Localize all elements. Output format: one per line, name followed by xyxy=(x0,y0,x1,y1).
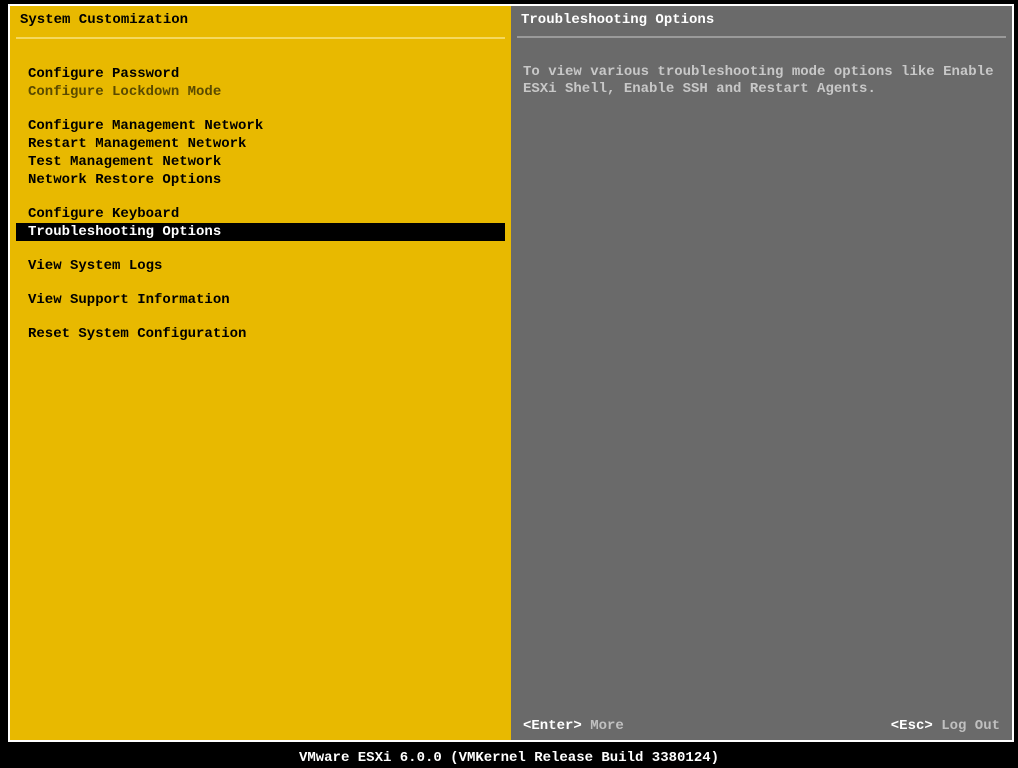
enter-action-label: More xyxy=(590,718,624,734)
menu-group: Configure KeyboardTroubleshooting Option… xyxy=(10,205,511,241)
esc-action-label: Log Out xyxy=(941,718,1000,734)
left-panel-title: System Customization xyxy=(10,6,511,37)
left-panel: System Customization Configure PasswordC… xyxy=(10,6,511,740)
menu-group: Configure Management NetworkRestart Mana… xyxy=(10,117,511,189)
esc-key-label: <Esc> xyxy=(891,718,933,734)
footer-esc-hint: <Esc> Log Out xyxy=(891,718,1000,734)
menu-item[interactable]: View Support Information xyxy=(10,291,511,309)
footer-enter-hint: <Enter> More xyxy=(523,718,624,734)
right-panel-description: To view various troubleshooting mode opt… xyxy=(511,38,1012,98)
menu-item[interactable]: View System Logs xyxy=(10,257,511,275)
menu[interactable]: Configure PasswordConfigure Lockdown Mod… xyxy=(10,39,511,359)
menu-group: Configure PasswordConfigure Lockdown Mod… xyxy=(10,65,511,101)
right-panel: Troubleshooting Options To view various … xyxy=(511,6,1012,740)
menu-group: View System Logs xyxy=(10,257,511,275)
menu-item[interactable]: Configure Management Network xyxy=(10,117,511,135)
menu-item[interactable]: Test Management Network xyxy=(10,153,511,171)
right-panel-title: Troubleshooting Options xyxy=(511,6,1012,36)
menu-item[interactable]: Troubleshooting Options xyxy=(16,223,505,241)
menu-item[interactable]: Network Restore Options xyxy=(10,171,511,189)
bottom-status-bar: VMware ESXi 6.0.0 (VMKernel Release Buil… xyxy=(0,748,1018,768)
menu-item: Configure Lockdown Mode xyxy=(10,83,511,101)
menu-group: View Support Information xyxy=(10,291,511,309)
menu-item[interactable]: Configure Keyboard xyxy=(10,205,511,223)
footer-hints: <Enter> More <Esc> Log Out xyxy=(511,718,1012,736)
enter-key-label: <Enter> xyxy=(523,718,582,734)
menu-item[interactable]: Restart Management Network xyxy=(10,135,511,153)
menu-item[interactable]: Reset System Configuration xyxy=(10,325,511,343)
menu-item[interactable]: Configure Password xyxy=(10,65,511,83)
menu-group: Reset System Configuration xyxy=(10,325,511,343)
console-frame: System Customization Configure PasswordC… xyxy=(8,4,1014,742)
